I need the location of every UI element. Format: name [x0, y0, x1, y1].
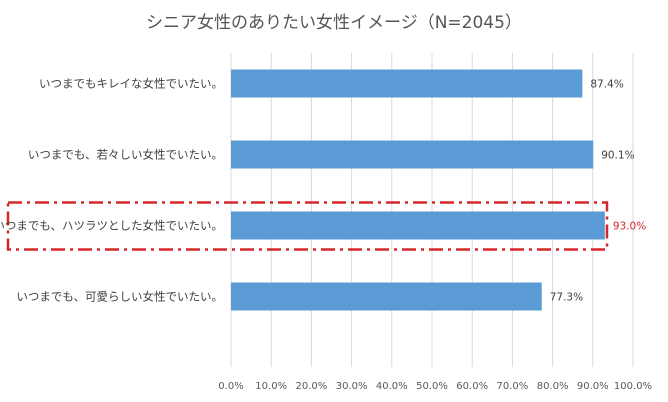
- bar: [231, 69, 583, 98]
- x-tick-label: 100.0%: [614, 381, 652, 392]
- data-label: 93.0%: [613, 221, 646, 233]
- data-label: 77.3%: [550, 292, 583, 304]
- category-label: いつまでも、可愛らしい女性でいたい。: [16, 290, 223, 304]
- x-tick-label: 20.0%: [296, 381, 328, 392]
- x-tick-label: 70.0%: [497, 381, 529, 392]
- x-tick-label: 50.0%: [416, 381, 448, 392]
- highlight-frame: [6, 201, 609, 251]
- category-label: いつまでも、ハツラツとした女性でいたい。: [0, 219, 223, 233]
- bars: [231, 69, 605, 311]
- chart-title: シニア女性のありたい女性イメージ（N=2045）: [146, 13, 522, 33]
- x-tick-label: 10.0%: [255, 381, 287, 392]
- category-labels: いつまでもキレイな女性でいたい。いつまでも、若々しい女性でいたい。いつまでも、ハ…: [0, 77, 223, 304]
- bar: [231, 282, 542, 311]
- category-label: いつまでも、若々しい女性でいたい。: [28, 148, 223, 162]
- data-label: 87.4%: [590, 79, 623, 91]
- highlight-frame-group: [6, 201, 609, 251]
- x-tick-label: 60.0%: [456, 381, 488, 392]
- bar: [231, 140, 594, 169]
- x-tick-label: 90.0%: [577, 381, 609, 392]
- x-tick-label: 30.0%: [336, 381, 368, 392]
- x-tick-label: 80.0%: [537, 381, 569, 392]
- data-labels: 87.4% 90.1% 93.0% 77.3%: [550, 79, 646, 304]
- gridlines: [230, 53, 634, 367]
- category-label: いつまでもキレイな女性でいたい。: [39, 77, 223, 91]
- x-tick-label: 40.0%: [376, 381, 408, 392]
- x-tick-labels: 0.0% 10.0% 20.0% 30.0% 40.0% 50.0% 60.0% 70.0% 8…: [218, 381, 652, 392]
- data-label: 90.1%: [601, 150, 634, 162]
- bar: [231, 211, 605, 240]
- x-tick-label: 0.0%: [218, 381, 243, 392]
